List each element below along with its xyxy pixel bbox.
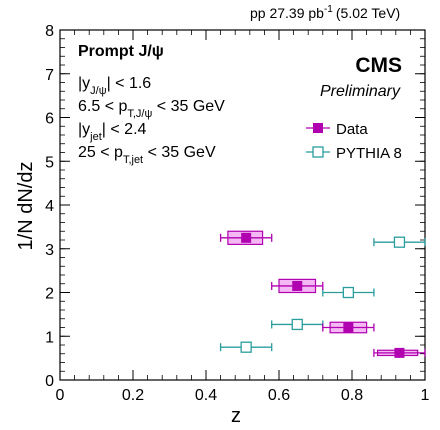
pythia-point <box>240 341 252 353</box>
ticks-layer <box>59 29 426 381</box>
x-axis-title: z <box>231 405 241 427</box>
legend-data-marker <box>313 123 323 133</box>
pythia-point <box>393 236 406 248</box>
cut-line: 25 < pT,jet < 35 GeV <box>78 144 216 166</box>
data-point <box>241 232 252 243</box>
x-tick-label: 1 <box>421 387 430 404</box>
pythia-point <box>342 286 355 299</box>
legend: Data PYTHIA 8 <box>306 121 402 162</box>
lumi-label: pp 27.39 pb-1 (5.02 TeV) <box>250 4 400 21</box>
cut-line: 6.5 < pT,J/ψ < 35 GeV <box>78 98 225 120</box>
legend-pythia-label: PYTHIA 8 <box>336 145 402 162</box>
cut-line: |yjet| < 2.4 <box>78 121 147 143</box>
y-tick-label: 7 <box>45 67 54 84</box>
lumi-text: pp 27.39 pb <box>250 5 324 21</box>
y-tick-label: 2 <box>45 286 54 303</box>
x-tick-label: 0.6 <box>268 387 290 404</box>
data-point <box>394 347 405 358</box>
x-tick-label: 0.2 <box>122 387 144 404</box>
y-tick-label: 1 <box>45 329 54 346</box>
lumi-exponent: -1 <box>324 4 333 15</box>
cut-line: |yJ/ψ| < 1.6 <box>78 75 151 97</box>
energy-label: (5.02 TeV) <box>336 5 400 21</box>
y-tick-label: 4 <box>45 198 54 215</box>
x-tick-label: 0.8 <box>341 387 363 404</box>
data-point <box>292 280 303 291</box>
y-axis-title: 1/N dN/dz <box>15 162 37 251</box>
cms-label: CMS <box>355 54 402 77</box>
cuts-lines: |yJ/ψ| < 1.66.5 < pT,J/ψ < 35 GeV|yjet| … <box>78 75 225 166</box>
marks-layer <box>219 230 426 358</box>
data-point <box>343 322 354 333</box>
y-tick-label: 8 <box>45 23 54 40</box>
y-tick-label: 3 <box>45 242 54 259</box>
x-tick-label: 0.4 <box>195 387 217 404</box>
y-tick-label: 0 <box>45 373 54 390</box>
legend-pythia-marker <box>312 146 324 158</box>
legend-data-label: Data <box>336 121 368 138</box>
tick-labels-layer: 0 0.2 0.4 0.6 0.8 1 0 1 2 3 4 5 6 7 8 <box>45 23 429 404</box>
pythia-point <box>291 318 303 331</box>
y-tick-label: 6 <box>45 111 54 128</box>
y-tick-label: 5 <box>45 154 54 171</box>
x-tick-label: 0 <box>56 387 65 404</box>
cms-sublabel: Preliminary <box>320 83 401 100</box>
cuts-title: Prompt J/ψ <box>78 43 164 60</box>
